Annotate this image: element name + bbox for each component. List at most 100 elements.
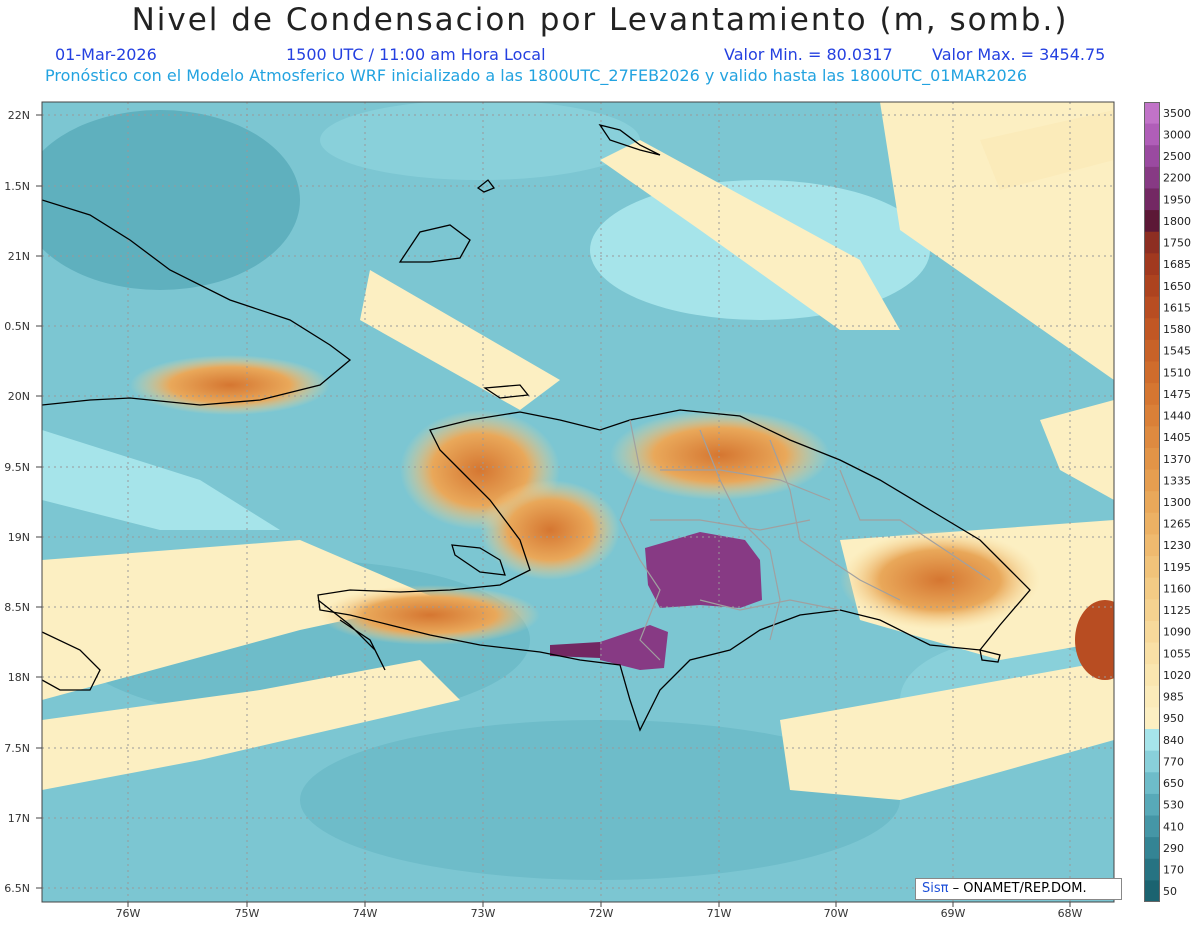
lon-tick: 72W: [589, 907, 614, 920]
legend-swatch: [1144, 664, 1160, 687]
legend-swatch: [1144, 274, 1160, 298]
max-value: Valor Max. = 3454.75: [932, 45, 1106, 64]
legend-label: 3500: [1163, 107, 1191, 120]
model-info: Pronóstico con el Modelo Atmosferico WRF…: [45, 66, 1028, 85]
legend-label: 840: [1163, 734, 1184, 747]
legend-swatch: [1144, 447, 1160, 471]
legend-label: 410: [1163, 820, 1184, 833]
legend-label: 1475: [1163, 388, 1191, 401]
legend-swatch: [1144, 339, 1160, 362]
legend-swatch: [1144, 642, 1160, 665]
legend-swatch: [1144, 858, 1160, 881]
lon-tick: 68W: [1058, 907, 1083, 920]
lat-tick: 17N: [8, 812, 30, 825]
legend-swatch: [1144, 685, 1160, 708]
lon-tick: 76W: [116, 907, 141, 920]
legend-label: 170: [1163, 864, 1184, 877]
lat-tick: 18N: [8, 671, 30, 684]
legend-label: 770: [1163, 755, 1184, 768]
legend-swatch: [1144, 772, 1160, 795]
legend-label: 1685: [1163, 258, 1191, 271]
legend-label: 1440: [1163, 410, 1191, 423]
legend-label: 1950: [1163, 193, 1191, 206]
lon-tick: 73W: [471, 907, 496, 920]
legend-swatch: [1144, 102, 1160, 125]
legend-swatch: [1144, 296, 1160, 319]
legend-label: 1545: [1163, 345, 1191, 358]
lat-tick: 1.5N: [4, 180, 30, 193]
legend-swatch: [1144, 123, 1160, 146]
legend-swatch: [1144, 707, 1160, 730]
legend-label: 50: [1163, 885, 1177, 898]
credit-org: – ONAMET/REP.DOM.: [952, 881, 1087, 896]
legend-label: 2500: [1163, 150, 1191, 163]
lon-tick-marks: [127, 902, 1071, 907]
lon-tick: 69W: [941, 907, 966, 920]
lat-tick: 22N: [8, 109, 30, 122]
legend-swatch: [1144, 534, 1160, 557]
legend-swatch: [1144, 620, 1160, 644]
legend-swatch: [1144, 210, 1160, 233]
legend-swatch: [1144, 793, 1160, 817]
min-value: Valor Min. = 80.0317: [724, 45, 893, 64]
lat-tick: 6.5N: [4, 882, 30, 895]
legend-label: 1800: [1163, 215, 1191, 228]
legend-label: 1195: [1163, 561, 1191, 574]
legend-label: 1020: [1163, 669, 1191, 682]
legend-swatch: [1144, 166, 1160, 189]
legend-swatch: [1144, 556, 1160, 579]
legend-swatch: [1144, 404, 1160, 427]
forecast-time: 1500 UTC / 11:00 am Hora Local: [286, 45, 546, 64]
legend-label: 950: [1163, 712, 1184, 725]
legend-label: 1650: [1163, 280, 1191, 293]
legend-label: 3000: [1163, 128, 1191, 141]
lat-tick: 7.5N: [4, 742, 30, 755]
legend-label: 530: [1163, 799, 1184, 812]
legend-label: 1750: [1163, 237, 1191, 250]
field-layer: [42, 102, 1114, 902]
lat-tick: 19N: [8, 531, 30, 544]
legend-label: 1510: [1163, 366, 1191, 379]
legend-swatch: [1144, 599, 1160, 622]
map-title: Nivel de Condensacion por Levantamiento …: [131, 2, 1069, 38]
legend-swatch: [1144, 729, 1160, 752]
legend-swatch: [1144, 318, 1160, 341]
legend-swatch: [1144, 383, 1160, 406]
lat-axis: 22N 1.5N 21N 0.5N 20N 9.5N 19N 8.5N 18N …: [4, 109, 30, 895]
lon-tick: 74W: [353, 907, 378, 920]
legend-swatch: [1144, 815, 1160, 838]
legend-border: [1144, 102, 1160, 902]
legend-label: 1615: [1163, 301, 1191, 314]
legend-swatch: [1144, 188, 1160, 211]
lat-tick: 20N: [8, 390, 30, 403]
legend-label: 1160: [1163, 582, 1191, 595]
legend-label: 1055: [1163, 647, 1191, 660]
lon-tick: 71W: [707, 907, 732, 920]
legend-label: 1090: [1163, 626, 1191, 639]
legend-label: 1335: [1163, 474, 1191, 487]
legend-label: 1230: [1163, 539, 1191, 552]
credit-box: Sisπ – ONAMET/REP.DOM.: [915, 878, 1122, 900]
lat-tick: 8.5N: [4, 601, 30, 614]
forecast-date: 01-Mar-2026: [55, 45, 157, 64]
legend-label: 2200: [1163, 172, 1191, 185]
lat-tick: 9.5N: [4, 461, 30, 474]
legend-swatch: [1144, 426, 1160, 449]
coastlines: [42, 123, 1031, 732]
legend-swatch: [1144, 491, 1160, 514]
lon-tick: 70W: [824, 907, 849, 920]
legend-swatch: [1144, 469, 1160, 492]
legend-label: 290: [1163, 842, 1184, 855]
lon-axis: 76W 75W 74W 73W 72W 71W 70W 69W 68W: [116, 907, 1083, 920]
legend-label: 1300: [1163, 496, 1191, 509]
lat-tick: 21N: [8, 250, 30, 263]
legend-label: 650: [1163, 777, 1184, 790]
legend-label: 1405: [1163, 431, 1191, 444]
color-legend: 3500 3000 2500 2200 1950 1800 1750 1685 1650 1615…: [1144, 102, 1191, 902]
legend-swatch: [1144, 231, 1160, 254]
legend-label: 1580: [1163, 323, 1191, 336]
lat-tick-marks: [36, 114, 42, 889]
legend-swatch: [1144, 145, 1160, 168]
legend-swatch: [1144, 577, 1160, 600]
